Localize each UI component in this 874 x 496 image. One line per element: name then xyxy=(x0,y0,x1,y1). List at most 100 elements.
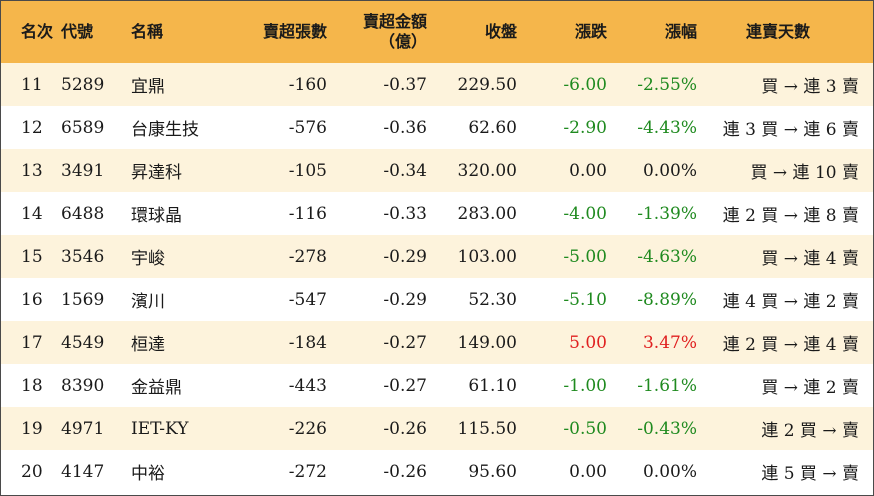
cell-net-sell-lots: -278 xyxy=(288,246,327,267)
table-row: 19 4971 IET-KY -226 -0.26 115.50 -0.50 -0.43% 連 … xyxy=(1,407,873,450)
cell-close: 149.00 xyxy=(457,332,517,353)
cell-streak: 買 → 連 2 賣 xyxy=(761,378,859,398)
header-change: 漲跌 xyxy=(574,22,607,41)
cell-change-pct: 0.00% xyxy=(642,461,697,482)
cell-rank: 13 xyxy=(21,160,43,181)
cell-close: 95.60 xyxy=(468,461,517,482)
cell-net-sell-amount: -0.33 xyxy=(383,203,427,224)
header-code: 代號 xyxy=(61,22,94,41)
cell-streak: 連 2 買 → 連 4 賣 xyxy=(722,335,859,355)
table-row: 17 4549 桓達 -184 -0.27 149.00 5.00 3.47% 連 2 買 → … xyxy=(1,321,873,364)
cell-code: 6488 xyxy=(61,203,105,224)
cell-close: 61.10 xyxy=(468,375,517,396)
cell-close: 283.00 xyxy=(457,203,517,224)
header-name: 名稱 xyxy=(131,22,164,41)
cell-name: 宜鼎 xyxy=(131,77,165,97)
cell-change-pct: -1.39% xyxy=(637,203,697,224)
cell-change-pct: -0.43% xyxy=(637,418,697,439)
cell-code: 5289 xyxy=(61,74,105,95)
cell-net-sell-lots: -443 xyxy=(288,375,327,396)
table-row: 20 4147 中裕 -272 -0.26 95.60 0.00 0.00% 連 5 買 → 賣 xyxy=(1,450,873,493)
cell-net-sell-lots: -160 xyxy=(288,74,327,95)
cell-net-sell-amount: -0.37 xyxy=(383,74,427,95)
table-row: 15 3546 宇峻 -278 -0.29 103.00 -5.00 -4.63% 買 → 連 … xyxy=(1,235,873,278)
cell-close: 62.60 xyxy=(468,117,517,138)
table-row: 13 3491 昇達科 -105 -0.34 320.00 0.00 0.00% 買 → 連 1… xyxy=(1,149,873,192)
cell-code: 1569 xyxy=(61,289,105,310)
cell-name: 桓達 xyxy=(131,335,165,355)
cell-change-pct: -8.89% xyxy=(637,289,697,310)
cell-net-sell-lots: -116 xyxy=(288,203,327,224)
cell-rank: 16 xyxy=(21,289,43,310)
cell-net-sell-lots: -226 xyxy=(288,418,327,439)
cell-rank: 19 xyxy=(21,418,43,439)
cell-net-sell-lots: -576 xyxy=(288,117,327,138)
cell-name: 宇峻 xyxy=(131,249,165,269)
cell-net-sell-amount: -0.27 xyxy=(383,375,427,396)
cell-name: 台康生技 xyxy=(131,120,199,140)
cell-change: -5.00 xyxy=(563,246,607,267)
cell-name: 環球晶 xyxy=(131,206,182,226)
cell-net-sell-amount: -0.34 xyxy=(383,160,427,181)
cell-code: 4971 xyxy=(61,418,105,439)
cell-net-sell-amount: -0.29 xyxy=(383,289,427,310)
cell-change-pct: 0.00% xyxy=(642,160,697,181)
cell-streak: 連 5 買 → 賣 xyxy=(761,464,859,484)
cell-change-pct: -1.61% xyxy=(637,375,697,396)
cell-streak: 買 → 連 4 賣 xyxy=(761,249,859,269)
cell-change: 5.00 xyxy=(569,332,607,353)
cell-rank: 18 xyxy=(21,375,43,396)
cell-change: 0.00 xyxy=(569,160,607,181)
header-row: 名次 代號 名稱 賣超張數 賣超金額 （億） 收盤 漲跌 漲幅 連賣天數 xyxy=(1,1,873,63)
header-net-sell-lots: 賣超張數 xyxy=(262,22,327,41)
cell-net-sell-amount: -0.36 xyxy=(383,117,427,138)
cell-rank: 20 xyxy=(21,461,43,482)
cell-close: 320.00 xyxy=(457,160,517,181)
cell-net-sell-lots: -184 xyxy=(288,332,327,353)
header-streak: 連賣天數 xyxy=(745,22,810,41)
cell-change-pct: -2.55% xyxy=(637,74,697,95)
table-body: 11 5289 宜鼎 -160 -0.37 229.50 -6.00 -2.55% 買 → 連 … xyxy=(1,63,873,493)
cell-rank: 17 xyxy=(21,332,43,353)
cell-change: 0.00 xyxy=(569,461,607,482)
cell-net-sell-amount: -0.27 xyxy=(383,332,427,353)
cell-name: 中裕 xyxy=(131,464,165,484)
cell-streak: 連 2 買 → 連 8 賣 xyxy=(722,206,859,226)
cell-change: -2.90 xyxy=(563,117,607,138)
table-row: 12 6589 台康生技 -576 -0.36 62.60 -2.90 -4.43% 連 3 買… xyxy=(1,106,873,149)
cell-change: -4.00 xyxy=(563,203,607,224)
table-row: 16 1569 濱川 -547 -0.29 52.30 -5.10 -8.89% 連 4 買 →… xyxy=(1,278,873,321)
cell-streak: 連 4 買 → 連 2 賣 xyxy=(722,292,859,312)
cell-change: -5.10 xyxy=(563,289,607,310)
cell-streak: 買 → 連 3 賣 xyxy=(761,77,859,97)
cell-close: 115.50 xyxy=(457,418,517,439)
header-rank: 名次 xyxy=(21,22,54,41)
cell-change: -0.50 xyxy=(563,418,607,439)
cell-net-sell-amount: -0.26 xyxy=(383,461,427,482)
cell-code: 8390 xyxy=(61,375,105,396)
cell-change: -6.00 xyxy=(563,74,607,95)
cell-rank: 11 xyxy=(21,74,43,95)
cell-rank: 14 xyxy=(21,203,43,224)
cell-name: 金益鼎 xyxy=(131,378,182,398)
cell-name: 昇達科 xyxy=(131,163,182,183)
table-row: 14 6488 環球晶 -116 -0.33 283.00 -4.00 -1.39% 連 2 買… xyxy=(1,192,873,235)
cell-close: 52.30 xyxy=(468,289,517,310)
cell-close: 103.00 xyxy=(457,246,517,267)
cell-code: 4549 xyxy=(61,332,105,353)
cell-change-pct: -4.63% xyxy=(637,246,697,267)
cell-code: 3546 xyxy=(61,246,105,267)
cell-streak: 連 3 買 → 連 6 賣 xyxy=(722,120,859,140)
cell-change-pct: -4.43% xyxy=(637,117,697,138)
cell-change: -1.00 xyxy=(563,375,607,396)
cell-code: 3491 xyxy=(61,160,105,181)
cell-net-sell-lots: -272 xyxy=(288,461,327,482)
cell-net-sell-lots: -105 xyxy=(288,160,327,181)
header-net-sell-amount: 賣超金額 （億） xyxy=(327,1,427,63)
cell-rank: 15 xyxy=(21,246,43,267)
cell-streak: 買 → 連 10 賣 xyxy=(750,163,860,183)
header-change-pct: 漲幅 xyxy=(664,22,697,41)
header-close: 收盤 xyxy=(484,22,517,41)
cell-net-sell-amount: -0.26 xyxy=(383,418,427,439)
